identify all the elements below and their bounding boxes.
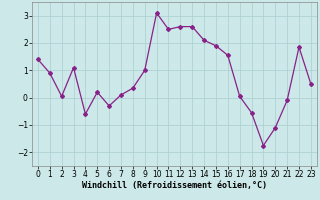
X-axis label: Windchill (Refroidissement éolien,°C): Windchill (Refroidissement éolien,°C) [82,181,267,190]
